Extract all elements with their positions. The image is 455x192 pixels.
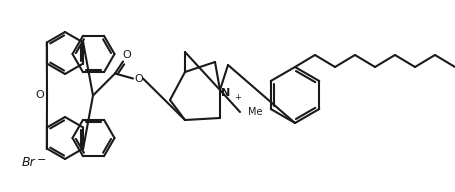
Text: Me: Me	[248, 107, 262, 117]
Text: N: N	[221, 88, 230, 98]
Text: Br: Br	[22, 156, 35, 170]
Text: +: +	[234, 94, 241, 103]
Text: −: −	[37, 155, 46, 165]
Text: O: O	[122, 50, 131, 60]
Text: O: O	[134, 74, 143, 84]
Text: O: O	[35, 90, 44, 100]
